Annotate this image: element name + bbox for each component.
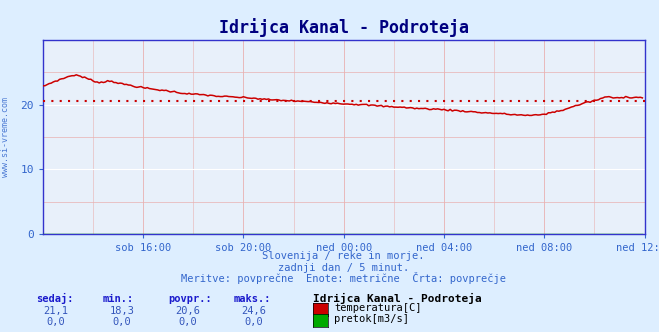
Text: 0,0: 0,0 [47,317,65,327]
Text: 18,3: 18,3 [109,306,134,316]
Text: temperatura[C]: temperatura[C] [334,303,422,313]
Text: Idrijca Kanal - Podroteja: Idrijca Kanal - Podroteja [313,293,482,304]
Text: 0,0: 0,0 [179,317,197,327]
Text: min.:: min.: [102,294,133,304]
Text: 0,0: 0,0 [113,317,131,327]
Text: Slovenija / reke in morje.: Slovenija / reke in morje. [262,251,425,261]
Text: povpr.:: povpr.: [168,294,212,304]
Text: www.si-vreme.com: www.si-vreme.com [1,97,10,177]
Text: 0,0: 0,0 [244,317,263,327]
Text: Meritve: povprečne  Enote: metrične  Črta: povprečje: Meritve: povprečne Enote: metrične Črta:… [181,272,506,284]
Text: maks.:: maks.: [234,294,272,304]
Text: 21,1: 21,1 [43,306,69,316]
Text: sedaj:: sedaj: [36,293,74,304]
Text: 24,6: 24,6 [241,306,266,316]
Text: 20,6: 20,6 [175,306,200,316]
Text: zadnji dan / 5 minut.: zadnji dan / 5 minut. [278,263,409,273]
Title: Idrijca Kanal - Podroteja: Idrijca Kanal - Podroteja [219,18,469,37]
Text: pretok[m3/s]: pretok[m3/s] [334,314,409,324]
